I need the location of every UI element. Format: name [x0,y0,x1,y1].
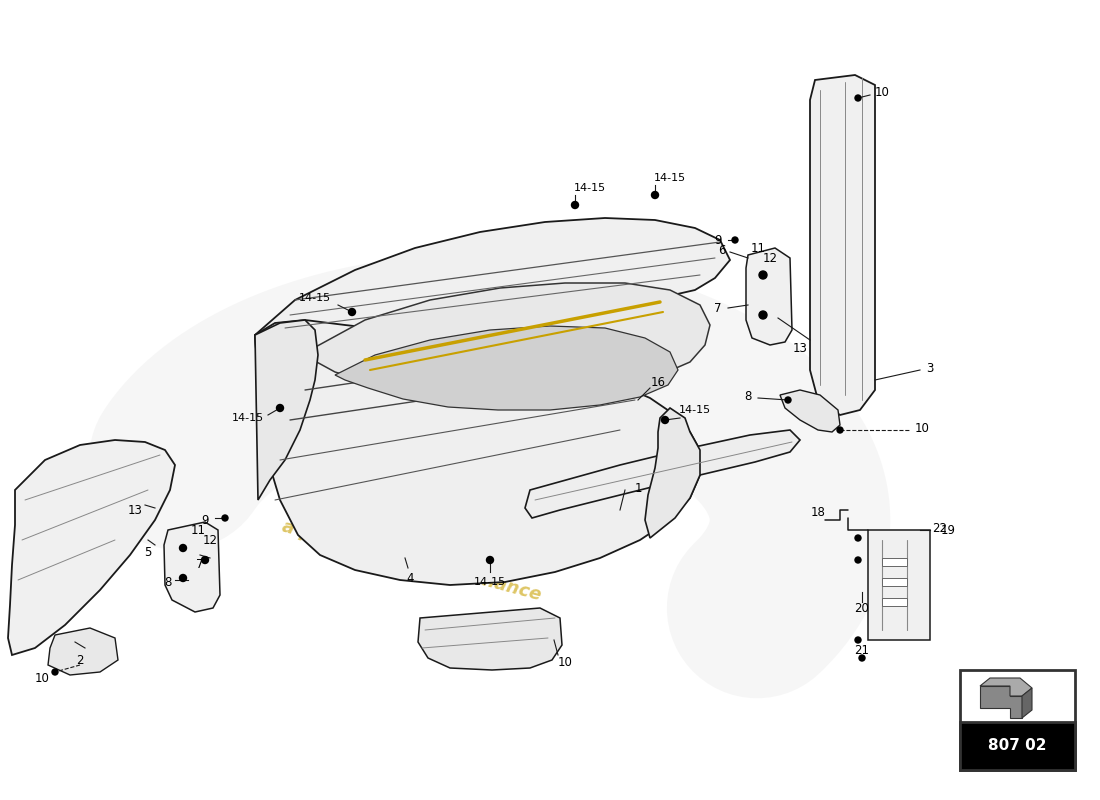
Circle shape [837,427,843,433]
Text: 14-15: 14-15 [474,577,506,587]
Text: 13: 13 [128,503,142,517]
Circle shape [759,311,767,319]
Polygon shape [810,75,875,415]
Bar [960,670,1075,770]
Text: 18: 18 [811,506,825,518]
Bar [960,722,1075,770]
Text: 10: 10 [874,86,890,98]
Text: 12: 12 [202,534,218,546]
Circle shape [785,397,791,403]
Circle shape [222,515,228,521]
Circle shape [52,669,58,675]
Text: 11: 11 [750,242,766,254]
Polygon shape [164,522,220,612]
Text: 11: 11 [190,523,206,537]
Polygon shape [1022,688,1032,718]
Bar [868,530,930,640]
Circle shape [651,191,659,198]
Polygon shape [255,320,700,585]
Text: 14-15: 14-15 [299,293,331,303]
Text: 12: 12 [762,251,778,265]
Text: 7: 7 [196,558,204,571]
Text: 19: 19 [940,523,956,537]
Text: 10: 10 [34,671,50,685]
Circle shape [732,237,738,243]
Text: 5: 5 [144,546,152,558]
Circle shape [572,202,579,209]
Text: 6: 6 [718,243,726,257]
Text: 14-15: 14-15 [232,413,264,423]
Text: 16: 16 [650,375,666,389]
Circle shape [759,271,767,279]
Text: 807 02: 807 02 [988,738,1047,754]
Polygon shape [336,326,678,410]
Polygon shape [255,218,730,440]
Text: 13: 13 [793,342,807,354]
Text: 9: 9 [714,234,722,246]
Circle shape [859,655,865,661]
Bar [882,578,908,586]
Polygon shape [255,320,318,500]
Text: 1: 1 [635,482,641,494]
Text: 7: 7 [714,302,722,314]
Circle shape [855,557,861,563]
Polygon shape [525,430,800,518]
Text: 10: 10 [558,655,572,669]
Text: 3: 3 [926,362,934,374]
Bar [882,598,908,606]
Circle shape [486,557,494,563]
Text: 9: 9 [201,514,209,526]
Circle shape [661,417,669,423]
Circle shape [179,545,187,551]
Circle shape [855,535,861,541]
Text: 4: 4 [406,571,414,585]
Polygon shape [8,440,175,655]
Text: 20: 20 [855,602,869,614]
Polygon shape [780,390,840,432]
Circle shape [179,574,187,582]
Text: 14-15: 14-15 [679,405,711,415]
Polygon shape [980,678,1032,696]
Text: 2: 2 [76,654,84,666]
Polygon shape [48,628,118,675]
Circle shape [855,95,861,101]
Circle shape [276,405,284,411]
Text: 22: 22 [933,522,947,534]
Text: 8: 8 [745,390,751,402]
Polygon shape [980,686,1022,718]
Text: 14-15: 14-15 [574,183,606,193]
Circle shape [201,557,209,563]
Text: 21: 21 [855,643,869,657]
Polygon shape [310,283,710,390]
Polygon shape [746,248,792,345]
Bar [882,558,908,566]
Text: 14-15: 14-15 [653,173,686,183]
Text: a passion for performance: a passion for performance [280,518,543,604]
Circle shape [855,637,861,643]
Circle shape [349,309,355,315]
Text: 8: 8 [164,575,172,589]
Polygon shape [645,408,700,538]
Polygon shape [418,608,562,670]
Text: 10: 10 [914,422,929,434]
